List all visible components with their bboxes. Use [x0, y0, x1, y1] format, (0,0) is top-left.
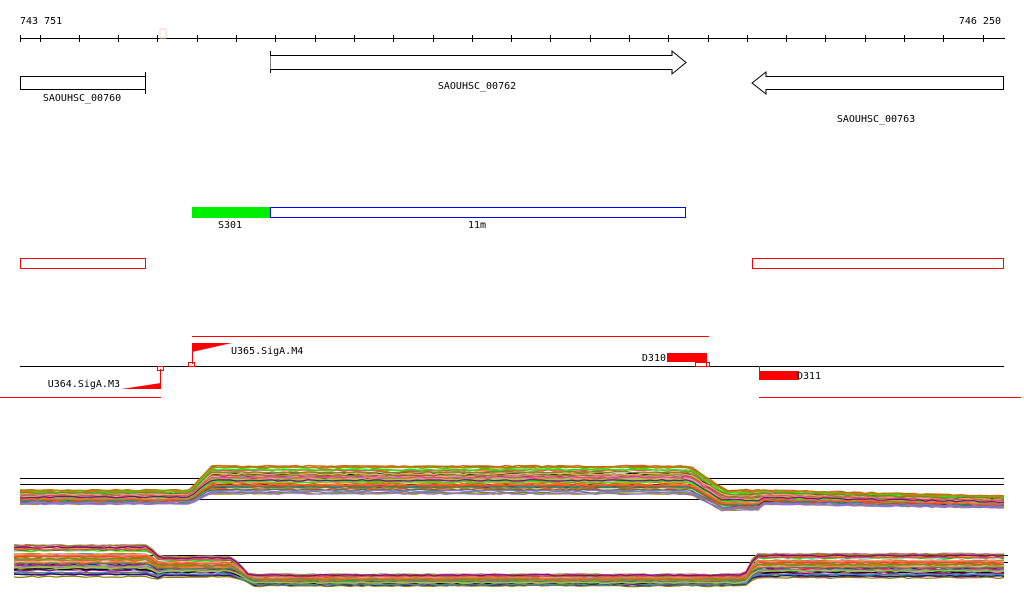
expression-trace: [13, 554, 1004, 580]
gene-label: SAOUHSC_00762: [438, 81, 516, 92]
region-box-left[interactable]: [20, 258, 146, 269]
coordinate-ruler: 743 751 746 250: [20, 16, 1005, 42]
ruler-start-label: 743 751: [20, 16, 62, 27]
gene-SAOUHSC_00763[interactable]: SAOUHSC_00763: [751, 70, 1004, 125]
gene-SAOUHSC_00760[interactable]: SAOUHSC_00760: [20, 72, 146, 104]
expression-trace: [19, 470, 1005, 500]
promoter-U364[interactable]: U364.SigA.M3: [48, 366, 164, 391]
promoter-U365[interactable]: U365.SigA.M4: [188, 343, 304, 367]
expression-trace: [13, 557, 1005, 581]
promoter-flag-icon: [121, 383, 161, 389]
expression-track-forward: [19, 464, 1005, 512]
expression-trace: [19, 476, 1005, 502]
expression-trace: [19, 485, 1005, 507]
promoter-label: U365.SigA.M4: [231, 346, 303, 357]
expression-trace: [13, 562, 1005, 583]
expression-trace: [13, 575, 1005, 588]
expression-trace: [13, 566, 1005, 585]
expression-trace: [19, 492, 1005, 512]
expression-trace: [13, 571, 1005, 586]
ruler-ticks: [20, 35, 984, 42]
position-marker[interactable]: [159, 28, 167, 39]
gene-label: SAOUHSC_00763: [837, 114, 915, 125]
expression-trace: [20, 478, 1004, 503]
expression-trace: [19, 472, 1005, 501]
transcript-11m[interactable]: 11m: [270, 207, 686, 232]
expression-trace: [13, 546, 1005, 577]
promoter-flag-icon: [192, 343, 232, 352]
expression-track-reverse: [13, 543, 1008, 588]
expression-trace: [19, 483, 1005, 505]
transcript-S301[interactable]: S301: [192, 207, 270, 231]
expression-trace: [13, 548, 1005, 578]
expression-trace: [19, 489, 1005, 509]
terminator-D310[interactable]: D310: [642, 353, 710, 367]
gene-SAOUHSC_00762[interactable]: SAOUHSC_00762: [270, 49, 687, 92]
promoter-label: U364.SigA.M3: [48, 379, 120, 390]
terminator-D311[interactable]: D311: [759, 366, 821, 382]
region-box-right[interactable]: [752, 258, 1004, 269]
terminator-label: D310: [642, 353, 666, 364]
transcript-label: 11m: [468, 220, 486, 231]
transcript-label: S301: [218, 220, 242, 231]
expression-trace: [19, 466, 1005, 498]
terminator-label: D311: [797, 371, 821, 382]
ruler-end-label: 746 250: [959, 16, 1001, 27]
gene-label: SAOUHSC_00760: [43, 93, 121, 104]
